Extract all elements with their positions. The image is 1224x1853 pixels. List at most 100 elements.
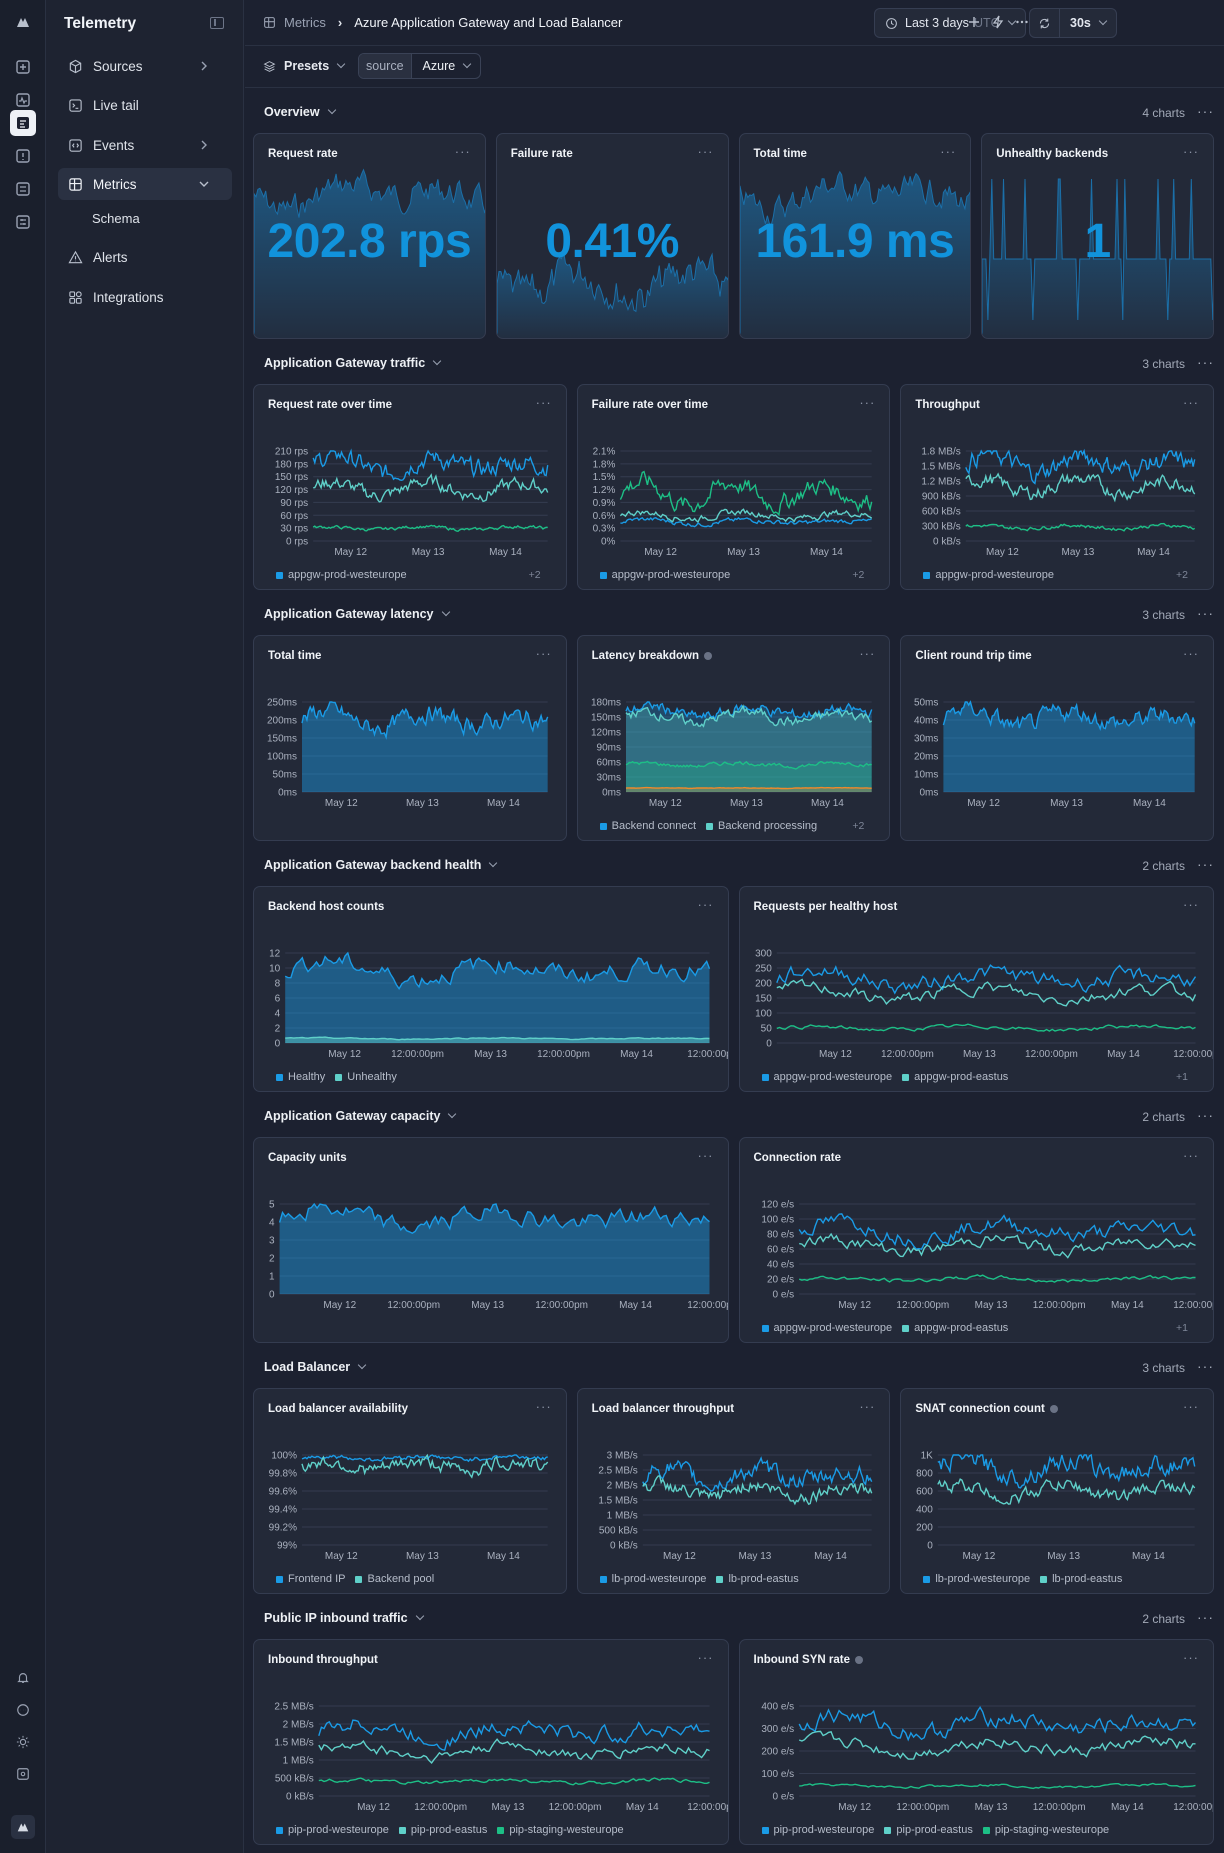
legend-item[interactable]: Backend processing <box>706 820 817 832</box>
card-more-icon[interactable]: ··· <box>940 144 957 159</box>
card-more-icon[interactable]: ··· <box>535 395 552 410</box>
info-icon[interactable] <box>1049 1404 1058 1413</box>
card-more-icon[interactable]: ··· <box>1182 646 1199 661</box>
info-icon[interactable] <box>704 651 713 660</box>
chart-card-connection-rate[interactable]: Connection rate ··· 120 e/s 100 e/s 80 e/s 60… <box>738 1137 1214 1343</box>
sidebar-item-integrations[interactable]: Integrations <box>58 281 232 313</box>
legend-item[interactable]: appgw-prod-eastus <box>902 1071 1008 1083</box>
legend-item[interactable]: appgw-prod-eastus <box>902 1322 1008 1334</box>
section-more-icon[interactable]: ··· <box>1197 1609 1214 1625</box>
card-more-icon[interactable]: ··· <box>1182 1399 1199 1414</box>
card-more-icon[interactable]: ··· <box>697 1650 714 1665</box>
legend-item[interactable]: pip-prod-westeurope <box>276 1824 389 1836</box>
legend-item[interactable]: pip-prod-westeurope <box>761 1824 874 1836</box>
info-icon[interactable] <box>854 1655 863 1664</box>
sidebar-item-live-tail[interactable]: Live tail <box>58 89 232 121</box>
refresh-control[interactable]: 30s <box>1029 8 1117 38</box>
sidebar-item-metrics[interactable]: Metrics <box>58 168 232 200</box>
stat-card-request-rate[interactable]: Request rate ··· 202.8 rps <box>253 133 486 339</box>
filter-value-select[interactable]: Azure <box>412 54 481 78</box>
add-icon[interactable] <box>966 14 982 30</box>
section-more-icon[interactable]: ··· <box>1197 354 1214 370</box>
card-more-icon[interactable]: ··· <box>697 144 714 159</box>
legend-more-count[interactable]: +2 <box>852 569 865 581</box>
chart-card-client-round-trip-time[interactable]: Client round trip time ··· 50ms 40ms 30ms 20m… <box>900 635 1214 841</box>
card-more-icon[interactable]: ··· <box>859 1399 876 1414</box>
refresh-interval-select[interactable]: 30s <box>1060 16 1116 30</box>
sidebar-item-schema[interactable]: Schema <box>58 202 232 234</box>
section-header-application-gateway-backend-health[interactable]: Application Gateway backend health 2 char… <box>264 856 1214 876</box>
chart-card-throughput[interactable]: Throughput ··· 1.8 MB/s 1.5 MB/s 1.2 MB/s 900… <box>900 384 1214 590</box>
plus-square-icon[interactable] <box>12 56 34 78</box>
legend-more-count[interactable]: +2 <box>1176 569 1188 581</box>
chart-card-capacity-units[interactable]: Capacity units ··· 5 4 3 2 1 0 May 12 12:00:00pm M… <box>253 1137 729 1343</box>
legend-more-count[interactable]: +1 <box>1176 1322 1188 1334</box>
bell-icon[interactable] <box>13 1668 33 1688</box>
legend-item[interactable]: pip-prod-eastus <box>398 1824 487 1836</box>
card-more-icon[interactable]: ··· <box>1183 1148 1199 1163</box>
legend-more-count[interactable]: +2 <box>528 569 541 581</box>
card-more-icon[interactable]: ··· <box>1183 1650 1199 1665</box>
card-more-icon[interactable]: ··· <box>1183 144 1199 159</box>
section-header-public-ip-inbound-traffic[interactable]: Public IP inbound traffic 2 charts ··· <box>264 1609 1214 1629</box>
legend-more-count[interactable]: +1 <box>1176 1071 1188 1083</box>
chart-card-backend-host-counts[interactable]: Backend host counts ··· 12 10 8 6 4 2 0 May 12 12:… <box>253 886 729 1092</box>
card-more-icon[interactable]: ··· <box>454 144 471 159</box>
sidebar-item-alerts[interactable]: Alerts <box>58 241 232 273</box>
section-header-application-gateway-latency[interactable]: Application Gateway latency 3 charts ··· <box>264 605 1214 625</box>
legend-item[interactable]: Healthy <box>276 1071 325 1083</box>
legend-item[interactable]: appgw-prod-westeurope <box>761 1071 892 1083</box>
card-more-icon[interactable]: ··· <box>697 897 714 912</box>
section-more-icon[interactable]: ··· <box>1197 1358 1214 1374</box>
dashboard-icon[interactable] <box>10 110 36 136</box>
sun-icon[interactable] <box>13 1732 33 1752</box>
chart-card-total-time[interactable]: Total time ··· 250ms 200ms 150ms 100ms 50ms 0ms… <box>253 635 567 841</box>
sidebar-item-events[interactable]: Events <box>58 129 232 161</box>
card-more-icon[interactable]: ··· <box>697 1148 714 1163</box>
legend-item[interactable]: Frontend IP <box>276 1573 345 1585</box>
section-more-icon[interactable]: ··· <box>1197 1107 1214 1123</box>
activity-icon[interactable] <box>12 89 34 111</box>
legend-item[interactable]: appgw-prod-westeurope <box>276 569 407 581</box>
collapse-sidebar-icon[interactable] <box>210 17 224 29</box>
chart-card-requests-per-healthy-host[interactable]: Requests per healthy host ··· 300 250 200 150… <box>738 886 1214 1092</box>
legend-item[interactable]: lb-prod-westeurope <box>923 1573 1030 1585</box>
legend-item[interactable]: pip-staging-westeurope <box>497 1824 624 1836</box>
legend-item[interactable]: appgw-prod-westeurope <box>761 1322 892 1334</box>
legend-item[interactable]: lb-prod-westeurope <box>599 1573 706 1585</box>
presets-dropdown[interactable]: Presets <box>263 59 346 73</box>
section-more-icon[interactable]: ··· <box>1197 103 1214 119</box>
legend-item[interactable]: lb-prod-eastus <box>1040 1573 1122 1585</box>
chart-card-inbound-syn-rate[interactable]: Inbound SYN rate ··· 400 e/s 300 e/s 200 e/s… <box>738 1639 1214 1845</box>
chart-card-load-balancer-availability[interactable]: Load balancer availability ··· 100% 99.8% 99… <box>253 1388 567 1594</box>
legend-item[interactable]: appgw-prod-westeurope <box>923 569 1054 581</box>
section-header-application-gateway-capacity[interactable]: Application Gateway capacity 2 charts ··· <box>264 1107 1214 1127</box>
legend-item[interactable]: pip-staging-westeurope <box>982 1824 1109 1836</box>
chart-card-load-balancer-throughput[interactable]: Load balancer throughput ··· 3 MB/s 2.5 MB/… <box>576 1388 891 1594</box>
source-filter[interactable]: source Azure <box>358 53 482 79</box>
stat-card-total-time[interactable]: Total time ··· 161.9 ms <box>738 133 972 339</box>
breadcrumb-root[interactable]: Metrics <box>284 15 326 30</box>
chat-icon[interactable] <box>13 1700 33 1720</box>
card-more-icon[interactable]: ··· <box>859 646 876 661</box>
legend-item[interactable]: appgw-prod-westeurope <box>599 569 730 581</box>
settings-square-icon[interactable] <box>12 211 34 233</box>
legend-item[interactable]: Backend pool <box>355 1573 434 1585</box>
section-header-overview[interactable]: Overview 4 charts ··· <box>264 103 1214 123</box>
sidebar-item-sources[interactable]: Sources <box>58 50 232 82</box>
command-icon[interactable] <box>13 1764 33 1784</box>
card-more-icon[interactable]: ··· <box>1182 395 1199 410</box>
more-options-icon[interactable] <box>1014 14 1030 30</box>
legend-item[interactable]: Backend connect <box>599 820 696 832</box>
chart-card-failure-rate-over-time[interactable]: Failure rate over time ··· 2.1% 1.8% 1.5% 1.2… <box>576 384 891 590</box>
alert-square-icon[interactable] <box>12 145 34 167</box>
legend-item[interactable]: Unhealthy <box>335 1071 397 1083</box>
stat-card-failure-rate[interactable]: Failure rate ··· 0.41% <box>495 133 729 339</box>
section-header-load-balancer[interactable]: Load Balancer 3 charts ··· <box>264 1358 1214 1378</box>
card-more-icon[interactable]: ··· <box>535 1399 552 1414</box>
section-more-icon[interactable]: ··· <box>1197 856 1214 872</box>
legend-more-count[interactable]: +2 <box>852 820 865 832</box>
chart-card-latency-breakdown[interactable]: Latency breakdown ··· 180ms 150ms 120ms 90ms 6… <box>576 635 891 841</box>
section-header-application-gateway-traffic[interactable]: Application Gateway traffic 3 charts ··· <box>264 354 1214 374</box>
workspace-logo-icon[interactable] <box>11 1815 35 1839</box>
